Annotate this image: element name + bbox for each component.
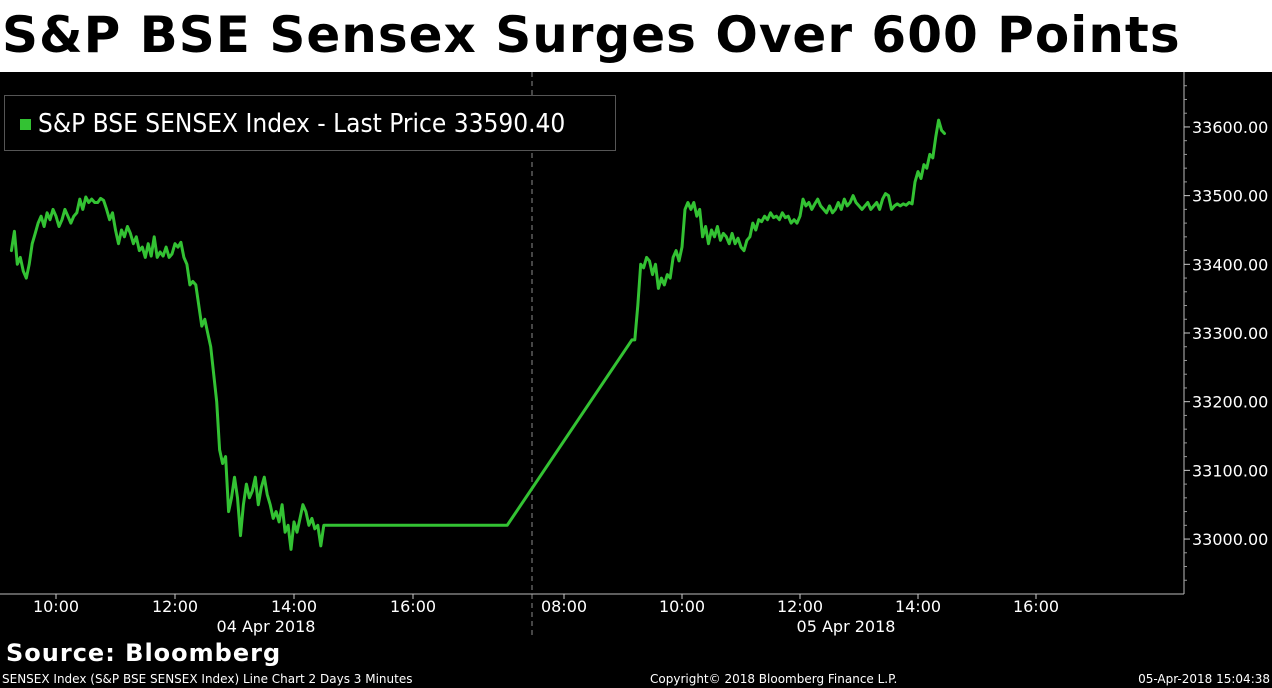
y-tick-label: 33500.00	[1192, 187, 1268, 206]
footer-bar: SENSEX Index (S&P BSE SENSEX Index) Line…	[0, 670, 1272, 688]
footer-description: SENSEX Index (S&P BSE SENSEX Index) Line…	[2, 672, 413, 686]
x-tick-label: 16:00	[390, 597, 436, 616]
x-tick-label: 08:00	[541, 597, 587, 616]
y-axis: 33600.00 33500.00 33400.00 33300.00 33200.00…	[1184, 85, 1268, 581]
x-tick-label: 10:00	[33, 597, 79, 616]
y-tick-label: 33600.00	[1192, 118, 1268, 137]
y-tick-label: 33000.00	[1192, 530, 1268, 549]
x-tick-label: 14:00	[271, 597, 317, 616]
legend-label: S&P BSE SENSEX Index - Last Price 33590.…	[38, 109, 565, 139]
x-day-label: 04 Apr 2018	[217, 617, 316, 636]
y-tick-label: 33400.00	[1192, 255, 1268, 274]
x-tick-label: 14:00	[895, 597, 941, 616]
legend-last-price: 33590.40	[453, 109, 566, 139]
x-tick-label: 12:00	[152, 597, 198, 616]
footer-copyright: Copyright© 2018 Bloomberg Finance L.P.	[650, 672, 898, 686]
legend-swatch	[20, 119, 31, 130]
chart-marks	[9, 118, 946, 551]
y-tick-label: 33200.00	[1192, 393, 1268, 412]
x-axis: 10:00 12:00 14:00 16:00 04 Apr 2018 08:00 10:0…	[33, 594, 1059, 636]
x-tick-label: 10:00	[659, 597, 705, 616]
legend-series-name: S&P BSE SENSEX Index - Last Price	[38, 109, 447, 139]
footer-timestamp: 05-Apr-2018 15:04:38	[1138, 672, 1270, 686]
plot-background	[0, 72, 1184, 594]
series-line	[9, 118, 946, 551]
y-tick-label: 33100.00	[1192, 461, 1268, 480]
plot-area	[0, 72, 1185, 636]
x-day-label: 05 Apr 2018	[797, 617, 896, 636]
headline-banner: S&P BSE Sensex Surges Over 600 Points	[0, 0, 1272, 72]
chart-title: S&P BSE Sensex Surges Over 600 Points	[2, 6, 1181, 64]
x-tick-label: 12:00	[777, 597, 823, 616]
source-bar: Source: Bloomberg	[0, 636, 1272, 670]
x-tick-label: 16:00	[1013, 597, 1059, 616]
y-tick-label: 33300.00	[1192, 324, 1268, 343]
line-chart: 33600.00 33500.00 33400.00 33300.00 33200.00…	[0, 72, 1268, 636]
source-label: Source: Bloomberg	[6, 639, 282, 667]
chart-legend: S&P BSE SENSEX Index - Last Price 33590.…	[4, 95, 616, 151]
